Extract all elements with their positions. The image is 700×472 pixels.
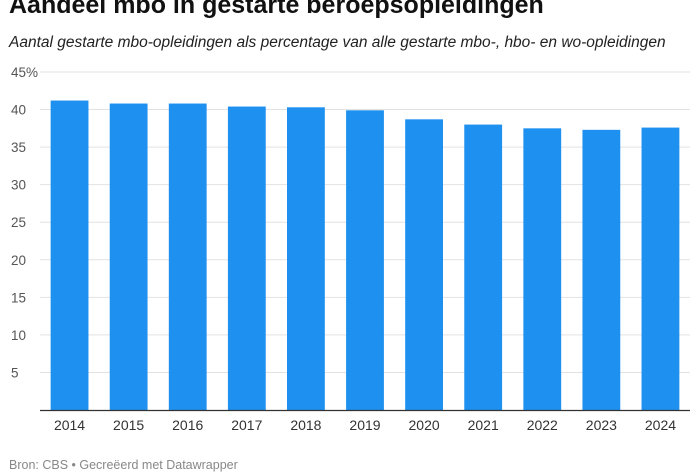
x-tick-label: 2023 [586,417,617,433]
bar-2023 [582,129,621,410]
x-axis-ticks: 2014 2015 2016 2017 2018 2019 2020 2021 2022 2023… [54,417,676,433]
y-tick-label: 15 [11,290,26,305]
bar-2018 [287,107,325,411]
bar-2014 [50,100,89,410]
chart-title: Aandeel mbo in gestarte beroepsopleiding… [9,0,544,19]
x-tick-label: 2016 [172,417,203,433]
x-tick-label: 2024 [645,417,676,433]
y-tick-label: 5 [11,365,19,380]
bar-2017 [227,106,266,410]
y-axis-ticks: 5 10 15 20 25 30 35 40 45% [11,65,38,380]
chart-subtitle: Aantal gestarte mbo-opleidingen als perc… [9,34,666,51]
source-note: Bron: CBS • Gecreëerd met Datawrapper [9,458,238,472]
x-tick-label: 2020 [409,417,440,433]
y-tick-label: 30 [11,178,26,193]
x-tick-label: 2021 [468,417,499,433]
x-tick-label: 2018 [290,417,321,433]
y-tick-label: 10 [11,328,26,343]
bar-2021 [464,124,503,411]
y-tick-label: 45% [11,65,38,80]
bar-2024 [641,127,680,411]
bar-2022 [523,128,562,411]
y-tick-label: 20 [11,253,26,268]
bars [50,100,680,411]
y-tick-label: 35 [11,140,26,155]
bar-2019 [346,110,384,410]
x-tick-label: 2022 [527,417,558,433]
bar-2016 [168,103,207,411]
bar-2015 [109,103,148,411]
y-tick-label: 40 [11,103,26,118]
x-tick-label: 2019 [349,417,380,433]
x-tick-label: 2015 [113,417,144,433]
x-tick-label: 2017 [231,417,262,433]
bar-2020 [405,119,443,410]
y-tick-label: 25 [11,215,26,230]
x-tick-label: 2014 [54,417,85,433]
